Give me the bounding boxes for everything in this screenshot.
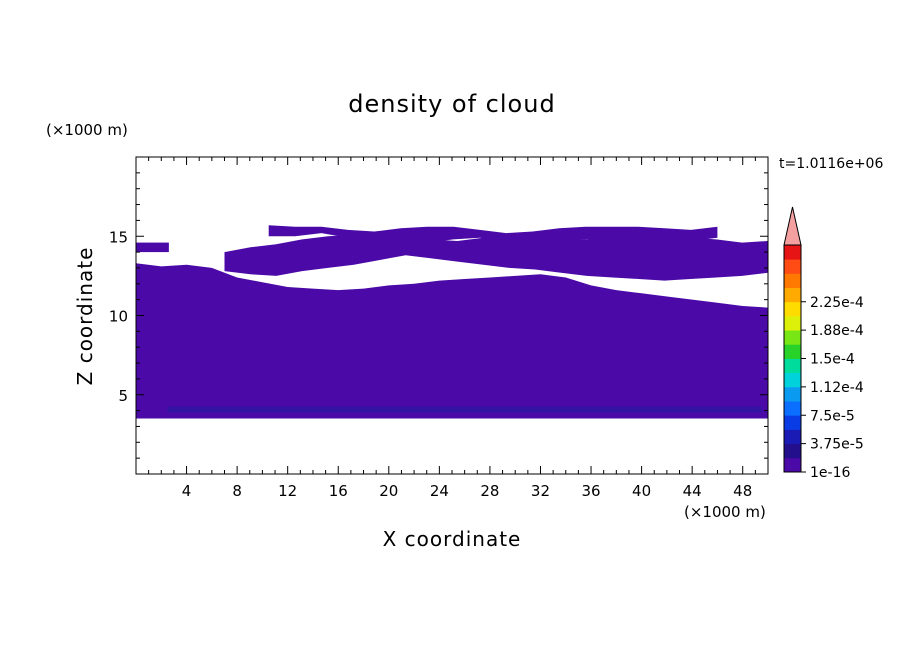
x-tick-label: 32 bbox=[531, 482, 550, 500]
x-tick-label: 40 bbox=[632, 482, 651, 500]
colorbar-label: 1e-16 bbox=[810, 465, 850, 481]
x-tick-label: 28 bbox=[480, 482, 499, 500]
colorbar-swatch bbox=[784, 259, 801, 274]
x-axis-label: X coordinate bbox=[383, 527, 522, 551]
cloud-base-strip bbox=[167, 406, 762, 413]
y-axis-label: Z coordinate bbox=[73, 247, 97, 386]
colorbar-swatch bbox=[784, 401, 801, 416]
colorbar-label: 2.25e-4 bbox=[810, 295, 864, 311]
colorbar-label: 1.88e-4 bbox=[810, 323, 864, 339]
colorbar-swatch bbox=[784, 301, 801, 317]
x-tick-label: 24 bbox=[430, 482, 449, 500]
x-tick-label: 8 bbox=[232, 482, 242, 500]
y-tick-label: 10 bbox=[109, 308, 128, 326]
x-tick-label: 12 bbox=[278, 482, 297, 500]
y-tick-label: 5 bbox=[118, 387, 128, 405]
x-axis-unit: (×1000 m) bbox=[684, 503, 766, 521]
plot-area bbox=[136, 225, 768, 419]
colorbar-swatch bbox=[784, 372, 801, 388]
x-tick-label: 48 bbox=[733, 482, 752, 500]
colorbar-swatch bbox=[784, 344, 801, 359]
colorbar: 1e-16 3.75e-5 7.5e-5 1.12e-4 1.5e-4 1.88e-4 2.… bbox=[783, 206, 864, 481]
colorbar-swatch bbox=[784, 386, 801, 402]
cloud-main-layer bbox=[136, 263, 768, 419]
y-axis-unit: (×1000 m) bbox=[46, 121, 128, 139]
cloud-field bbox=[136, 225, 768, 419]
colorbar-swatch bbox=[784, 315, 801, 331]
colorbar-swatch bbox=[784, 330, 801, 345]
colorbar-swatch bbox=[784, 358, 801, 374]
colorbar-label: 1.12e-4 bbox=[810, 380, 864, 396]
colorbar-swatch bbox=[784, 273, 801, 288]
colorbar-label: 7.5e-5 bbox=[810, 408, 855, 424]
chart-title: density of cloud bbox=[348, 90, 555, 118]
colorbar-label: 3.75e-5 bbox=[810, 437, 864, 453]
cloud-upper-layer bbox=[224, 231, 768, 281]
colorbar-swatch bbox=[784, 245, 801, 260]
x-tick-label: 44 bbox=[683, 482, 702, 500]
colorbar-swatch bbox=[784, 443, 801, 459]
time-label: t=1.0116e+06 bbox=[779, 156, 883, 172]
y-tick-label: 15 bbox=[109, 228, 128, 246]
cloud-topmost-layer bbox=[268, 225, 718, 245]
x-tick-label: 36 bbox=[581, 482, 600, 500]
x-tick-label: 4 bbox=[182, 482, 192, 500]
colorbar-label: 1.5e-4 bbox=[810, 352, 855, 368]
x-tick-label: 16 bbox=[329, 482, 348, 500]
colorbar-swatch bbox=[784, 429, 801, 445]
colorbar-extend-arrow bbox=[783, 206, 802, 246]
colorbar-swatch bbox=[784, 287, 801, 303]
cloud-fragment-left bbox=[136, 242, 169, 253]
x-tick-label: 20 bbox=[379, 482, 398, 500]
colorbar-swatch bbox=[784, 457, 801, 473]
colorbar-swatch bbox=[784, 415, 801, 430]
